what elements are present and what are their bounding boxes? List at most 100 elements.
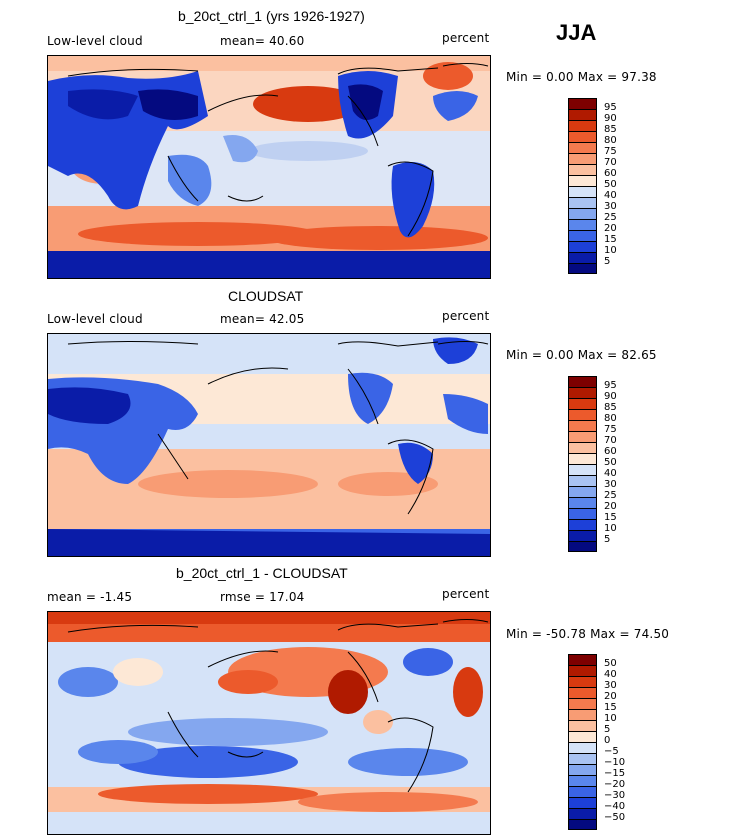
colorbar-swatch [568, 109, 597, 120]
colorbar-tick-label: 30 [604, 201, 617, 212]
colorbar-frame [568, 376, 597, 552]
colorbar-tick-label: 75 [604, 146, 617, 157]
colorbar-swatch [568, 654, 597, 665]
panel-1-contour-map [48, 56, 490, 278]
colorbar-tick-label: 10 [604, 713, 617, 724]
colorbar-tick-label: −30 [604, 790, 626, 801]
colorbar-swatch [568, 475, 597, 486]
colorbar-swatch [568, 676, 597, 687]
colorbar-tick-label: 25 [604, 212, 617, 223]
colorbar-tick-label: 40 [604, 468, 617, 479]
colorbar-tick-label: 10 [604, 523, 617, 534]
colorbar-swatch [568, 797, 597, 808]
panel-3-minmax: Min = -50.78 Max = 74.50 [506, 627, 670, 641]
colorbar-tick-label: 50 [604, 658, 617, 669]
colorbar-swatch [568, 530, 597, 541]
panel-1-minmax: Min = 0.00 Max = 97.38 [506, 70, 657, 84]
colorbar-tick-label: 30 [604, 680, 617, 691]
colorbar-swatch [568, 208, 597, 219]
colorbar-swatch [568, 164, 597, 175]
colorbar-swatch [568, 197, 597, 208]
colorbar-tick-label: 15 [604, 234, 617, 245]
colorbar-tick-label: 20 [604, 691, 617, 702]
colorbar-tick-label: −15 [604, 768, 626, 779]
colorbar-swatch [568, 131, 597, 142]
colorbar-swatch [568, 464, 597, 475]
colorbar-swatch [568, 376, 597, 387]
colorbar-swatch [568, 120, 597, 131]
colorbar-tick-label: 50 [604, 179, 617, 190]
colorbar-swatch [568, 98, 597, 109]
colorbar-swatch [568, 142, 597, 153]
colorbar-swatch [568, 387, 597, 398]
colorbar-tick-label: −5 [604, 746, 619, 757]
colorbar-swatch [568, 541, 597, 552]
colorbar-frame [568, 654, 597, 830]
colorbar-tick-label: 10 [604, 245, 617, 256]
colorbar-swatch [568, 263, 597, 274]
colorbar-swatch [568, 753, 597, 764]
colorbar-swatch [568, 186, 597, 197]
colorbar-tick-label: 75 [604, 424, 617, 435]
panel-2-map [47, 333, 491, 557]
colorbar-tick-label: 80 [604, 135, 617, 146]
colorbar-frame [568, 98, 597, 274]
colorbar-tick-label: 80 [604, 413, 617, 424]
colorbar-swatch [568, 409, 597, 420]
colorbar-tick-label: 60 [604, 168, 617, 179]
colorbar-tick-label: −20 [604, 779, 626, 790]
panel-3-map [47, 611, 491, 835]
colorbar-tick-label: 50 [604, 457, 617, 468]
colorbar-tick-label: −40 [604, 801, 626, 812]
colorbar-tick-label: 15 [604, 512, 617, 523]
colorbar-tick-label: 20 [604, 223, 617, 234]
colorbar-swatch [568, 687, 597, 698]
colorbar-tick-label: 5 [604, 724, 611, 735]
colorbar-tick-label: 85 [604, 402, 617, 413]
colorbar-swatch [568, 420, 597, 431]
panel-1-title: b_20ct_ctrl_1 (yrs 1926-1927) [178, 8, 365, 24]
colorbar-tick-label: 5 [604, 256, 611, 267]
panel-2-left-label: Low-level cloud [47, 312, 143, 326]
colorbar-swatch [568, 786, 597, 797]
colorbar-swatch [568, 698, 597, 709]
colorbar-tick-label: −10 [604, 757, 626, 768]
colorbar-swatch [568, 175, 597, 186]
colorbar-swatch [568, 508, 597, 519]
panel-3-units-label: percent [442, 587, 490, 601]
colorbar-swatch [568, 665, 597, 676]
colorbar-swatch [568, 720, 597, 731]
colorbar-swatch [568, 219, 597, 230]
colorbar-swatch [568, 819, 597, 830]
colorbar-swatch [568, 764, 597, 775]
colorbar-tick-label: 40 [604, 190, 617, 201]
colorbar-tick-label: 90 [604, 391, 617, 402]
colorbar-swatch [568, 709, 597, 720]
colorbar-swatch [568, 442, 597, 453]
colorbar-swatch [568, 497, 597, 508]
panel-3-contour-map [48, 612, 490, 834]
panel-2-mean-label: mean= 42.05 [220, 312, 305, 326]
colorbar-swatch [568, 808, 597, 819]
colorbar-swatch [568, 252, 597, 263]
colorbar-tick-label: −50 [604, 812, 626, 823]
colorbar-swatch [568, 431, 597, 442]
colorbar-tick-label: 85 [604, 124, 617, 135]
panel-2-minmax: Min = 0.00 Max = 82.65 [506, 348, 657, 362]
colorbar-tick-label: 20 [604, 501, 617, 512]
colorbar-tick-label: 0 [604, 735, 611, 746]
colorbar-swatch [568, 731, 597, 742]
panel-2-units-label: percent [442, 309, 490, 323]
panel-2-colorbar: 95 90 85 80 75 70 60 50 40 30 25 20 15 10 5 [568, 376, 628, 552]
colorbar-tick-label: 90 [604, 113, 617, 124]
panel-3-rmse-label: rmse = 17.04 [220, 590, 305, 604]
colorbar-swatch [568, 153, 597, 164]
panel-1-map [47, 55, 491, 279]
colorbar-tick-label: 95 [604, 380, 617, 391]
colorbar-tick-label: 95 [604, 102, 617, 113]
colorbar-swatch [568, 230, 597, 241]
colorbar-tick-label: 5 [604, 534, 611, 545]
colorbar-swatch [568, 486, 597, 497]
colorbar-swatch [568, 398, 597, 409]
panel-2-title: CLOUDSAT [228, 288, 304, 304]
